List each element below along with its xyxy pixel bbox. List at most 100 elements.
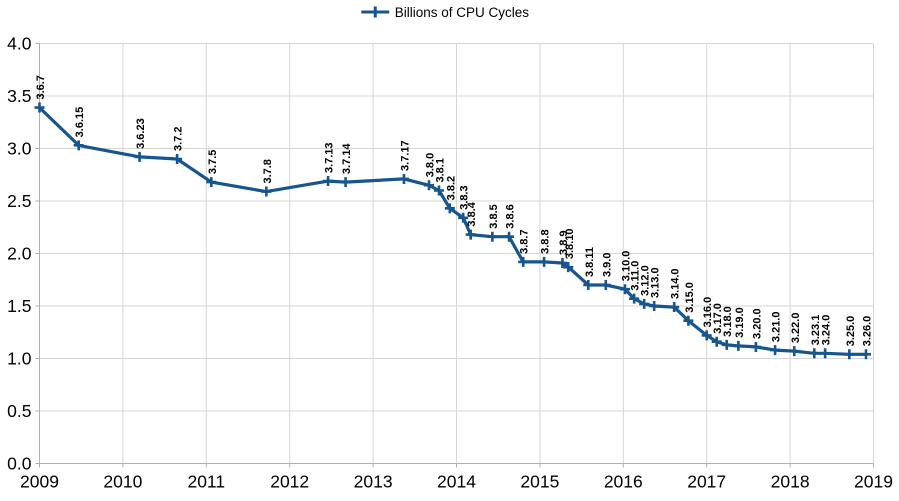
- data-point-label: 3.20.0: [751, 308, 763, 339]
- data-point-label: 3.10.0: [620, 251, 632, 282]
- data-point-label: 3.6.15: [74, 107, 86, 138]
- y-tick-label: 1.0: [7, 349, 32, 369]
- y-tick-label: 3.5: [7, 86, 31, 106]
- x-tick-label: 2016: [604, 472, 643, 492]
- data-point-label: 3.8.4: [466, 201, 478, 226]
- data-point-label: 3.18.0: [722, 306, 734, 337]
- data-point-marker: [518, 256, 529, 267]
- data-point-marker: [563, 262, 574, 273]
- data-point-marker: [639, 298, 650, 309]
- legend: Billions of CPU Cycles: [360, 3, 529, 21]
- data-point-label: 3.14.0: [670, 268, 682, 299]
- x-tick-label: 2019: [854, 472, 893, 492]
- data-point-marker: [750, 341, 761, 352]
- data-point-marker: [649, 301, 660, 311]
- data-point-label: 3.17.0: [712, 303, 724, 334]
- data-point-marker: [711, 336, 722, 347]
- data-point-marker: [261, 186, 272, 197]
- data-point-label: 3.21.0: [771, 312, 783, 343]
- x-tick-label: 2018: [771, 472, 810, 492]
- data-point-label: 3.6.23: [135, 118, 147, 149]
- y-tick-label: 3.0: [7, 139, 32, 159]
- data-point-marker: [557, 257, 568, 268]
- x-tick-label: 2009: [20, 472, 59, 492]
- data-point-label: 3.11.0: [630, 261, 642, 291]
- data-point-label: 3.8.1: [434, 158, 446, 182]
- data-point-label: 3.26.0: [861, 316, 873, 347]
- x-tick-label: 2010: [103, 472, 142, 492]
- data-point-marker: [733, 340, 744, 351]
- data-point-marker: [844, 349, 855, 360]
- data-point-marker: [423, 180, 434, 191]
- data-point-label: 3.8.8: [540, 229, 552, 253]
- data-point-marker: [433, 185, 444, 196]
- data-point-label: 3.9.0: [601, 253, 613, 277]
- data-point-label: 3.22.0: [790, 313, 802, 344]
- x-tick-label: 2012: [270, 472, 309, 492]
- data-point-label: 3.7.2: [173, 127, 185, 151]
- data-point-label: 3.8.10: [564, 229, 576, 260]
- data-point-label: 3.15.0: [684, 282, 696, 313]
- data-point-marker: [860, 349, 871, 360]
- data-point-marker: [809, 348, 820, 359]
- y-tick-label: 4.0: [7, 34, 32, 54]
- data-point-marker: [770, 345, 781, 356]
- data-point-label: 3.8.11: [584, 247, 596, 277]
- data-point-marker: [629, 293, 640, 304]
- x-tick-label: 2014: [437, 472, 476, 492]
- data-point-marker: [323, 176, 334, 187]
- data-point-label: 3.7.14: [341, 143, 353, 174]
- data-point-label: 3.8.6: [505, 204, 517, 228]
- x-tick-label: 2013: [354, 472, 393, 492]
- data-point-marker: [340, 177, 351, 188]
- data-point-marker: [34, 102, 45, 113]
- x-tick-label: 2015: [520, 472, 559, 492]
- data-point-label: 3.8.5: [488, 204, 500, 228]
- data-point-label: 3.8.2: [445, 176, 457, 200]
- data-point-marker: [172, 154, 183, 164]
- data-point-marker: [683, 315, 694, 326]
- data-point-marker: [789, 346, 800, 357]
- x-tick-label: 2011: [187, 472, 225, 492]
- data-point-label: 3.7.17: [399, 140, 411, 171]
- data-point-marker: [398, 173, 409, 184]
- legend-label: Billions of CPU Cycles: [394, 4, 530, 20]
- data-point-label: 3.19.0: [734, 307, 746, 338]
- data-point-label: 3.25.0: [845, 316, 857, 347]
- data-point-marker: [701, 330, 712, 341]
- data-point-label: 3.8.7: [519, 229, 531, 253]
- data-point-label: 3.16.0: [702, 297, 714, 328]
- data-point-label: 3.24.0: [821, 315, 833, 346]
- data-point-marker: [444, 203, 455, 214]
- data-point-label: 3.7.13: [324, 142, 336, 173]
- data-point-marker: [619, 284, 630, 295]
- legend-line-marker-icon: [360, 6, 389, 18]
- data-point-marker: [73, 140, 84, 151]
- y-tick-label: 0.5: [7, 401, 31, 421]
- data-point-label: 3.7.8: [262, 159, 274, 183]
- data-point-marker: [539, 256, 550, 267]
- y-tick-label: 1.5: [7, 296, 31, 316]
- x-tick-label: 2017: [687, 472, 726, 492]
- data-point-marker: [206, 177, 217, 188]
- data-point-marker: [600, 280, 611, 290]
- data-point-label: 3.8.9: [558, 230, 570, 254]
- data-point-label: 3.12.0: [640, 265, 652, 296]
- data-point-marker: [669, 302, 680, 313]
- data-point-marker: [465, 229, 476, 240]
- data-point-marker: [721, 339, 732, 350]
- data-point-label: 3.13.0: [650, 267, 662, 298]
- data-point-label: 3.7.5: [207, 150, 219, 174]
- y-tick-label: 2.0: [7, 244, 32, 264]
- data-point-marker: [134, 151, 145, 162]
- data-point-label: 3.8.0: [424, 153, 436, 177]
- y-tick-label: 0.0: [7, 454, 32, 474]
- data-point-label: 3.8.3: [459, 185, 471, 209]
- data-point-marker: [820, 348, 831, 359]
- data-point-marker: [487, 231, 498, 242]
- data-point-marker: [504, 231, 515, 242]
- data-point-marker: [458, 212, 469, 223]
- data-point-label: 3.6.7: [35, 75, 47, 99]
